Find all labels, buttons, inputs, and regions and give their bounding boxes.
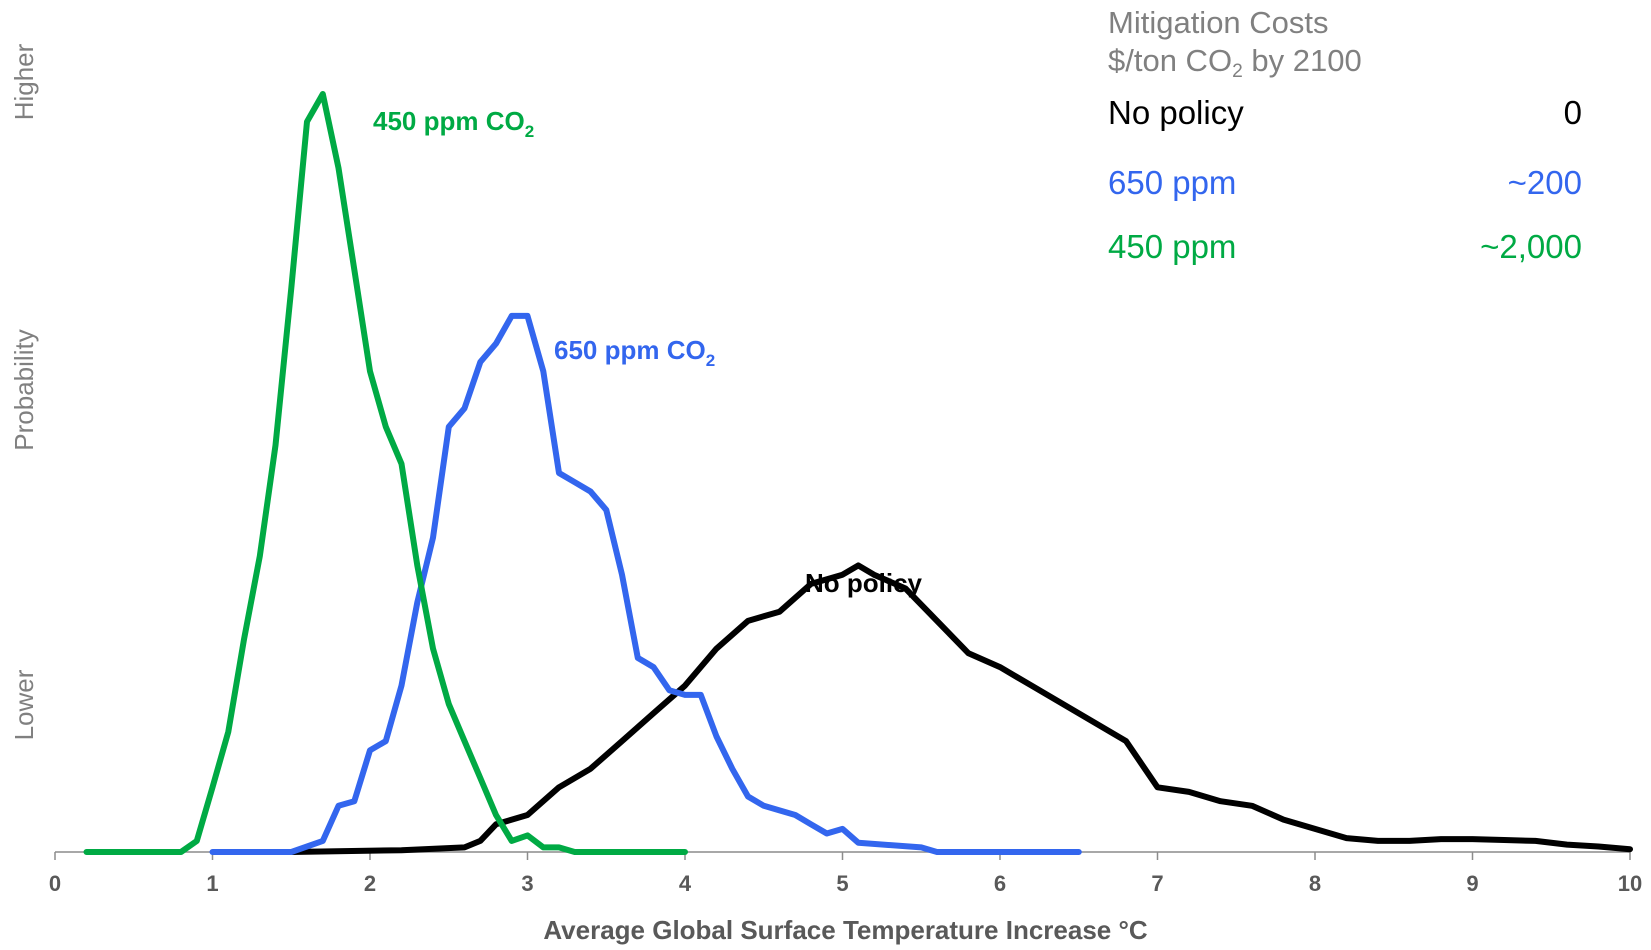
series-line-0 — [288, 562, 1633, 855]
mitigation-costs-table: Mitigation Costs $/ton CO2 by 2100 No po… — [1108, 4, 1582, 268]
series-line-1 — [209, 312, 1082, 855]
series-annotation: 450 ppm CO2 — [373, 106, 534, 141]
annotation-text: 650 ppm CO — [554, 335, 706, 365]
x-tick-label: 5 — [836, 871, 848, 896]
x-tick-label: 0 — [49, 871, 61, 896]
x-tick-label: 7 — [1151, 871, 1163, 896]
costs-row-value: 0 — [1563, 94, 1582, 131]
y-axis-label: Probability — [9, 329, 39, 450]
x-tick-label: 2 — [364, 871, 376, 896]
costs-row-name: No policy — [1108, 94, 1244, 131]
costs-row-no-policy: No policy 0 — [1108, 94, 1582, 164]
costs-row-name: 450 ppm — [1108, 228, 1237, 265]
x-tick-label: 1 — [206, 871, 218, 896]
costs-title-line2: $/ton CO2 by 2100 — [1108, 42, 1582, 82]
y-label-lower: Lower — [9, 669, 39, 740]
costs-row-name: 650 ppm — [1108, 164, 1237, 201]
costs-row-value: ~2,000 — [1480, 228, 1582, 265]
annotation-text: 450 ppm CO — [373, 106, 525, 136]
series-annotation: 650 ppm CO2 — [554, 335, 715, 370]
annotation-subscript: 2 — [525, 122, 534, 141]
series-line-2 — [83, 91, 688, 855]
series-annotation: No policy — [805, 568, 923, 598]
x-tick-label: 8 — [1309, 871, 1321, 896]
x-tick-label: 9 — [1466, 871, 1478, 896]
costs-title-unit: $/ton CO — [1108, 43, 1233, 78]
chart-series — [83, 91, 1633, 855]
costs-row-650ppm: 650 ppm ~200 — [1108, 164, 1582, 228]
costs-title-subscript: 2 — [1232, 60, 1243, 82]
costs-title-line1: Mitigation Costs — [1108, 5, 1329, 40]
costs-row-450ppm: 450 ppm ~2,000 — [1108, 228, 1582, 268]
annotation-text: No policy — [805, 568, 923, 598]
x-axis-label: Average Global Surface Temperature Incre… — [543, 915, 1148, 945]
y-label-higher: Higher — [9, 43, 39, 120]
costs-title-year: by 2100 — [1242, 43, 1362, 78]
x-tick-label: 10 — [1618, 871, 1642, 896]
costs-row-value: ~200 — [1507, 164, 1582, 201]
annotation-subscript: 2 — [706, 351, 715, 370]
x-tick-label: 4 — [679, 871, 692, 896]
x-tick-label: 3 — [521, 871, 533, 896]
x-tick-label: 6 — [994, 871, 1006, 896]
chart-axes: 0 1 2 3 4 5 6 7 8 9 10 Average Global Surface Tempe… — [9, 43, 1642, 945]
